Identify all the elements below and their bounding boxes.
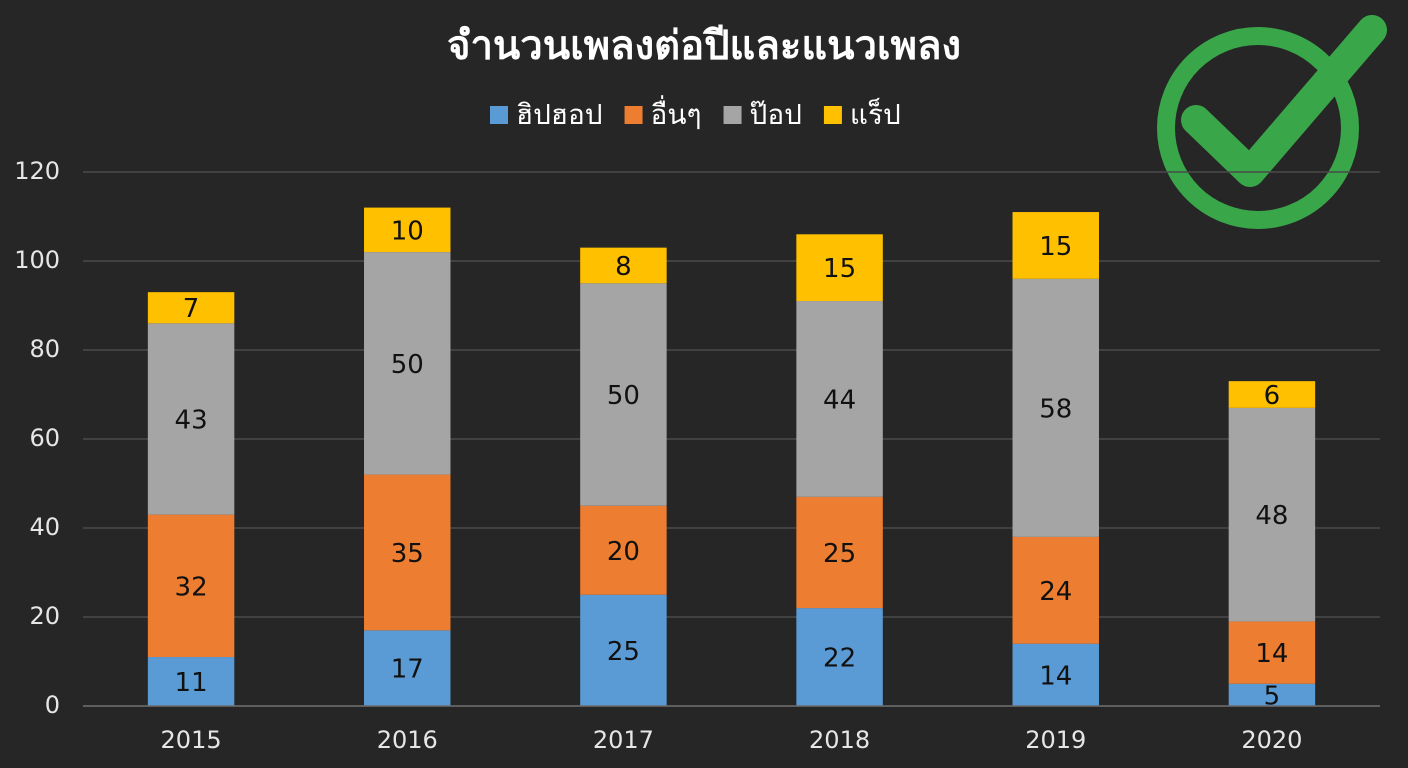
bar-segment bbox=[147, 657, 235, 706]
data-label: 10 bbox=[391, 216, 424, 246]
bar-segment bbox=[147, 514, 235, 658]
data-label: 5 bbox=[1264, 681, 1281, 711]
x-tick-label: 2017 bbox=[593, 726, 654, 754]
data-label: 24 bbox=[1039, 577, 1072, 607]
bar-segment bbox=[580, 247, 667, 284]
data-label: 44 bbox=[823, 385, 856, 415]
bar-segment bbox=[147, 292, 235, 324]
legend-swatch bbox=[490, 106, 508, 124]
data-label: 25 bbox=[823, 539, 856, 569]
data-label: 15 bbox=[823, 254, 856, 284]
data-label: 32 bbox=[175, 572, 208, 602]
data-label: 50 bbox=[391, 350, 424, 380]
check-circle bbox=[1157, 27, 1359, 229]
y-tick-label: 120 bbox=[14, 157, 60, 185]
legend-label: อื่นๆ bbox=[651, 95, 702, 131]
data-label: 14 bbox=[1255, 639, 1288, 669]
bar-segment bbox=[580, 594, 667, 706]
data-label: 48 bbox=[1255, 501, 1288, 531]
y-tick-label: 100 bbox=[14, 246, 60, 274]
data-label: 8 bbox=[615, 252, 632, 282]
data-label: 35 bbox=[391, 539, 424, 569]
bar-segment bbox=[796, 301, 883, 497]
legend-swatch bbox=[823, 106, 842, 124]
bar-segment bbox=[147, 323, 235, 515]
legend-swatch bbox=[723, 106, 742, 124]
legend-label: ป๊อป bbox=[750, 98, 802, 131]
x-tick-label: 2016 bbox=[377, 726, 438, 754]
data-label: 17 bbox=[391, 655, 424, 685]
bar-segment bbox=[1012, 536, 1099, 644]
data-label: 25 bbox=[607, 637, 640, 667]
bar-segment bbox=[796, 496, 883, 609]
bar-segment bbox=[580, 505, 667, 595]
data-label: 50 bbox=[607, 381, 640, 411]
bar-segment bbox=[1012, 212, 1099, 279]
bar-segment bbox=[1228, 683, 1316, 706]
bar-segment bbox=[364, 252, 451, 475]
data-label: 58 bbox=[1039, 394, 1072, 424]
bar-segment bbox=[1228, 621, 1316, 684]
bar-segment bbox=[1012, 643, 1099, 706]
x-tick-label: 2015 bbox=[161, 726, 222, 754]
y-tick-label: 80 bbox=[29, 335, 60, 363]
data-label: 14 bbox=[1039, 661, 1072, 691]
x-tick-label: 2019 bbox=[1025, 726, 1086, 754]
bar-segment bbox=[580, 283, 667, 506]
bar-segment bbox=[796, 234, 883, 302]
data-label: 7 bbox=[183, 294, 200, 324]
bar-segment bbox=[796, 608, 883, 706]
y-tick-label: 60 bbox=[29, 424, 60, 452]
x-tick-label: 2018 bbox=[809, 726, 870, 754]
legend-swatch bbox=[624, 106, 643, 124]
bar-segment bbox=[1228, 381, 1316, 408]
data-label: 11 bbox=[175, 668, 208, 698]
data-label: 22 bbox=[823, 644, 856, 674]
data-label: 43 bbox=[175, 405, 208, 435]
y-tick-label: 0 bbox=[45, 691, 60, 719]
legend-label: ฮิปฮอป bbox=[516, 98, 603, 131]
bar-segment bbox=[1012, 278, 1099, 537]
data-label: 20 bbox=[607, 537, 640, 567]
bar-segment bbox=[364, 474, 451, 631]
x-tick-label: 2020 bbox=[1241, 726, 1302, 754]
y-tick-label: 20 bbox=[29, 602, 60, 630]
bar-segment bbox=[1228, 407, 1316, 622]
legend-label: แร็ป bbox=[850, 97, 901, 131]
data-label: 15 bbox=[1039, 232, 1072, 262]
bar-segment bbox=[364, 630, 451, 706]
y-tick-label: 40 bbox=[29, 513, 60, 541]
data-label: 6 bbox=[1264, 381, 1281, 411]
chart-title: จำนวนเพลงต่อปีและแนวเพลง bbox=[447, 23, 961, 69]
bar-segment bbox=[364, 207, 451, 253]
